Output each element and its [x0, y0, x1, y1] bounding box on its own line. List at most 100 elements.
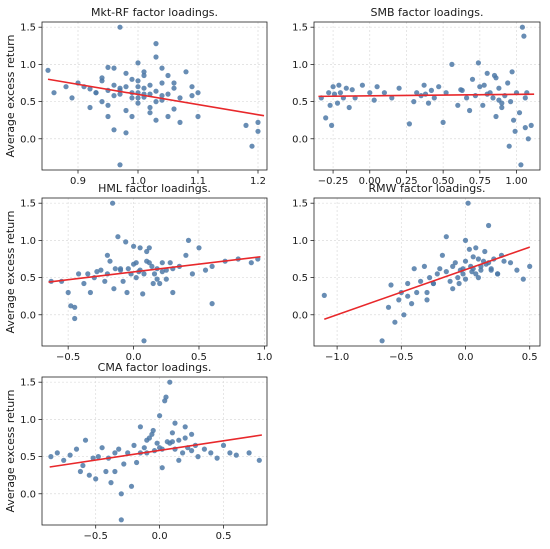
scatter-point	[147, 82, 153, 88]
scatter-point	[163, 394, 169, 400]
scatter-point	[392, 319, 398, 325]
fit-line	[47, 78, 265, 117]
scatter-point	[157, 445, 163, 451]
scatter-point	[385, 304, 392, 310]
scatter-point	[129, 95, 135, 101]
scatter-point	[170, 289, 176, 296]
chart-panel-1: 0.9 1.0 1.1 1.2 0.0 0.5 1.0 1.5 Mkt-RF factor lo…	[4, 6, 268, 187]
scatter-point	[171, 80, 177, 86]
scatter-point	[220, 442, 227, 448]
scatter-point	[359, 82, 365, 88]
scatter-point	[243, 122, 249, 128]
scatter-point	[117, 24, 123, 30]
scatter-point	[406, 121, 412, 127]
scatter-point	[72, 304, 78, 310]
scatter-point	[123, 239, 129, 245]
scatter-point	[522, 95, 528, 101]
scatter-point	[467, 107, 473, 114]
scatter-point	[159, 260, 165, 266]
x-tick-label: 0.5	[522, 352, 538, 363]
scatter-point	[431, 95, 437, 101]
scatter-point	[443, 234, 449, 240]
scatter-point	[171, 85, 177, 91]
scatter-point	[434, 271, 440, 277]
scatter-point	[469, 269, 475, 275]
scatter-point	[48, 454, 54, 460]
y-tick-label: 1.5	[20, 378, 36, 389]
x-tick-label: 1.00	[505, 176, 527, 187]
x-tick-label: 0.0	[152, 531, 168, 542]
scatter-point	[443, 269, 449, 275]
plot-frame	[313, 21, 541, 171]
scatter-point	[507, 260, 514, 266]
scatter-point	[447, 278, 453, 284]
scatter-point	[202, 267, 209, 273]
scatter-point	[209, 263, 215, 269]
y-tick-label: 0.5	[292, 273, 308, 284]
scatter-point	[449, 61, 455, 67]
scatter-point	[460, 271, 466, 277]
scatter-point	[54, 450, 60, 456]
scatter-point	[528, 122, 534, 128]
scatter-point	[147, 110, 153, 116]
scatter-point	[255, 128, 261, 134]
scatter-point	[509, 69, 515, 75]
y-axis-label: Average excess return	[4, 34, 17, 157]
scatter-point	[111, 93, 117, 99]
scatter-point	[249, 143, 255, 149]
scatter-point	[82, 437, 89, 443]
scatter-point	[69, 95, 75, 101]
scatter-point	[329, 122, 335, 128]
scatter-point	[87, 86, 93, 92]
scatter-point	[99, 75, 105, 81]
scatter-point	[154, 276, 160, 282]
scatter-point	[436, 84, 442, 90]
scatter-point	[180, 450, 186, 456]
y-tick-label: 0.0	[20, 310, 36, 321]
scatter-point	[470, 254, 476, 260]
scatter-point	[371, 97, 377, 103]
y-tick-label: 0.5	[20, 273, 36, 284]
scatter-point	[157, 413, 163, 419]
y-tick-label: 0.0	[292, 310, 308, 321]
scatter-point	[140, 291, 146, 297]
scatter-point	[128, 483, 135, 489]
scatter-point	[117, 266, 124, 272]
scatter-point	[462, 276, 469, 282]
scatter-point	[411, 266, 417, 272]
scatter-point	[141, 72, 147, 79]
scatter-point	[473, 245, 479, 251]
scatter-point	[123, 70, 129, 76]
scatter-point	[396, 85, 402, 91]
scatter-point	[146, 260, 152, 266]
scatter-point	[105, 113, 111, 120]
scatter-point	[177, 119, 183, 125]
scatter-point	[499, 104, 505, 111]
scatter-point	[227, 450, 233, 456]
plot-frame	[313, 197, 541, 347]
scatter-point	[480, 102, 486, 108]
x-tick-label: 0.5	[191, 352, 207, 363]
scatter-point	[421, 82, 427, 88]
scatter-point	[159, 65, 165, 71]
scatter-point	[518, 162, 524, 168]
chart-panel-4: −1.0 −0.5 0.0 0.5 0.0 0.5 1.0 1.5 RMW factor loa…	[292, 182, 541, 363]
scatter-point	[183, 252, 189, 258]
scatter-point	[477, 84, 483, 90]
y-tick-label: 1.5	[292, 199, 308, 210]
y-tick-label: 1.5	[20, 23, 36, 34]
plot-frame	[41, 21, 268, 171]
scatter-point	[117, 162, 123, 168]
scatter-point	[475, 275, 481, 281]
scatter-point	[495, 271, 501, 277]
scatter-point	[151, 271, 158, 277]
scatter-point	[414, 289, 420, 296]
scatter-point	[76, 271, 82, 277]
scatter-point	[455, 102, 461, 108]
scatter-point	[112, 468, 118, 475]
scatter-point	[129, 76, 135, 82]
scatter-point	[87, 289, 93, 296]
y-tick-label: 0.5	[292, 97, 308, 108]
scatter-point	[334, 100, 341, 106]
scatter-point	[437, 266, 443, 272]
